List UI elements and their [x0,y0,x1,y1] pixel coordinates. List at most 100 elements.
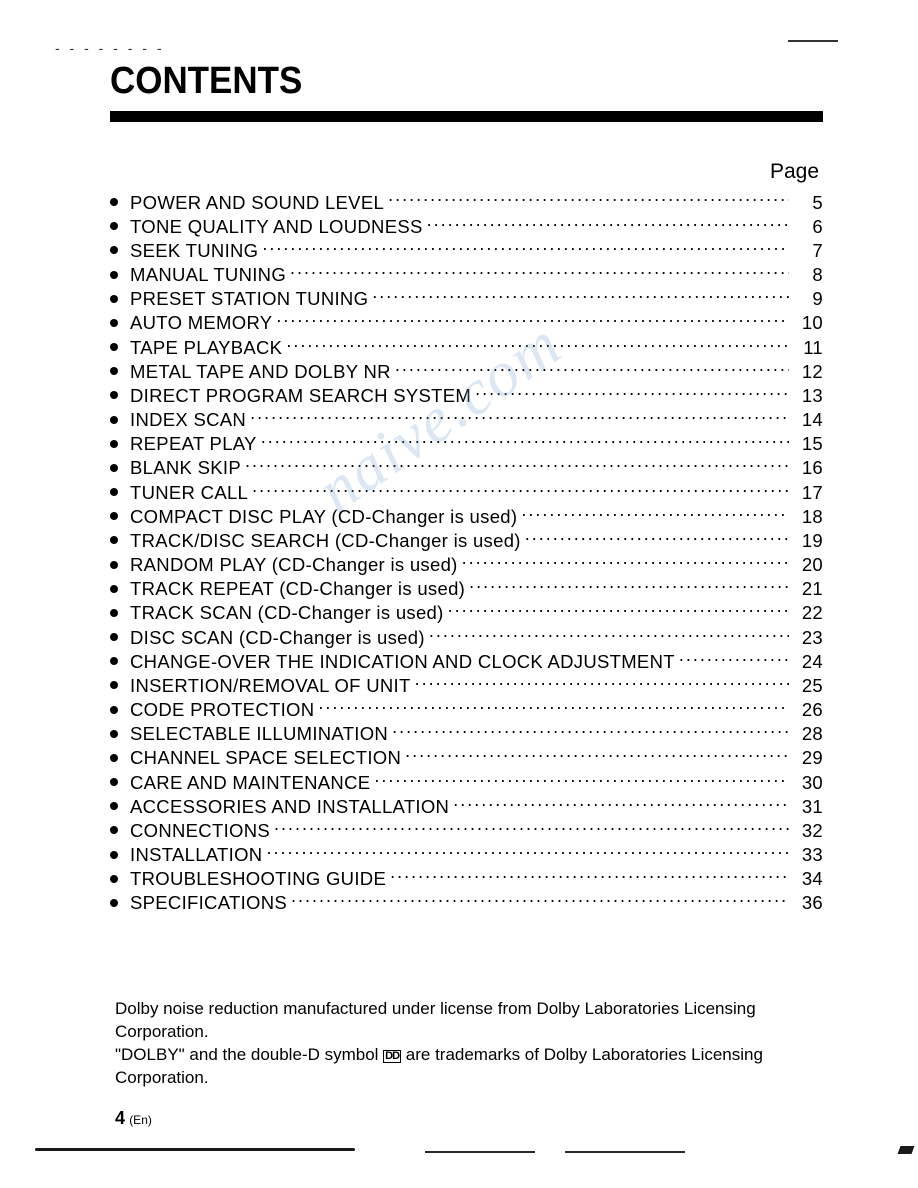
bullet-icon [110,802,118,810]
page-language: (En) [129,1113,152,1127]
dot-leader [266,843,789,862]
toc-entry-page: 9 [795,287,823,311]
page-title: CONTENTS [110,60,766,103]
toc-entry-page: 11 [795,336,823,360]
dot-leader [276,311,789,330]
toc-entry-page: 21 [795,577,823,601]
toc-entry-title: TUNER CALL [130,481,248,505]
toc-entry-title: CONNECTIONS [130,819,270,843]
toc-entry-page: 12 [795,360,823,384]
toc-entry-title: ACCESSORIES AND INSTALLATION [130,795,449,819]
toc-entry-page: 28 [795,722,823,746]
toc-entry-page: 23 [795,626,823,650]
toc-entry: MANUAL TUNING8 [110,263,823,287]
dot-leader [250,408,789,427]
dot-leader [318,698,789,717]
dot-leader [448,601,789,620]
toc-entry-page: 8 [795,263,823,287]
title-rule [110,111,823,122]
toc-entry-page: 30 [795,771,823,795]
dot-leader [374,770,789,789]
toc-entry-title: TRACK/DISC SEARCH (CD-Changer is used) [130,529,521,553]
toc-entry-page: 5 [795,191,823,215]
toc-entry-page: 14 [795,408,823,432]
dot-leader [274,818,789,837]
toc-entry-title: BLANK SKIP [130,456,241,480]
toc-entry-page: 25 [795,674,823,698]
toc-entry-page: 22 [795,601,823,625]
bullet-icon [110,899,118,907]
bullet-icon [110,222,118,230]
bullet-icon [110,440,118,448]
toc-entry-title: TONE QUALITY AND LOUDNESS [130,215,423,239]
toc-entry-page: 24 [795,650,823,674]
toc-entry: ACCESSORIES AND INSTALLATION31 [110,794,823,818]
toc-entry: TRACK REPEAT (CD-Changer is used) 21 [110,577,823,601]
toc-entry: CODE PROTECTION 26 [110,698,823,722]
dot-leader [245,456,789,475]
toc-entry-page: 13 [795,384,823,408]
dot-leader [469,577,789,596]
bullet-icon [110,730,118,738]
page-footer: 4 (En) [115,1108,152,1129]
toc-entry: SELECTABLE ILLUMINATION28 [110,722,823,746]
toc-entry-page: 36 [795,891,823,915]
footnote: Dolby noise reduction manufactured under… [115,998,828,1090]
toc-entry: RANDOM PLAY (CD-Changer is used)20 [110,553,823,577]
toc-entry-page: 15 [795,432,823,456]
dot-leader [475,383,789,402]
column-header-page: Page [110,160,823,184]
dot-leader [262,238,789,257]
toc-entry-title: INSTALLATION [130,843,262,867]
bullet-icon [110,367,118,375]
toc-entry: DIRECT PROGRAM SEARCH SYSTEM 13 [110,383,823,407]
dot-leader [286,335,789,354]
toc-entry-title: REPEAT PLAY [130,432,257,456]
bullet-icon [110,657,118,665]
toc-entry-title: METAL TAPE AND DOLBY NR [130,360,391,384]
toc-entry: TRACK/DISC SEARCH (CD-Changer is used)19 [110,528,823,552]
dot-leader [392,722,789,741]
bullet-icon [110,319,118,327]
scan-artifact-dashes: - - - - - - - - [55,40,165,56]
toc-entry: INDEX SCAN14 [110,408,823,432]
bullet-icon [110,464,118,472]
bullet-icon [110,681,118,689]
toc-entry-title: CARE AND MAINTENANCE [130,771,370,795]
toc-entry: REPEAT PLAY 15 [110,432,823,456]
toc-entry-title: TAPE PLAYBACK [130,336,282,360]
toc-entry-title: DISC SCAN (CD-Changer is used) [130,626,425,650]
bullet-icon [110,512,118,520]
bullet-icon [110,585,118,593]
bullet-icon [110,295,118,303]
bullet-icon [110,778,118,786]
dot-leader [462,553,789,572]
toc-entry-title: CODE PROTECTION [130,698,314,722]
toc-entry: AUTO MEMORY 10 [110,311,823,335]
toc-entry: CARE AND MAINTENANCE 30 [110,770,823,794]
toc-entry: INSTALLATION 33 [110,843,823,867]
bullet-icon [110,271,118,279]
dot-leader [521,504,789,523]
toc-entry-title: SPECIFICATIONS [130,891,287,915]
dot-leader [390,867,789,886]
toc-entry-page: 10 [795,311,823,335]
bullet-icon [110,875,118,883]
footnote-line-2: "DOLBY" and the double-D symbol DD are t… [115,1044,828,1090]
dot-leader [372,287,789,306]
toc-entry-title: PRESET STATION TUNING [130,287,368,311]
bullet-icon [110,246,118,254]
toc-entry: POWER AND SOUND LEVEL5 [110,190,823,214]
toc-entry-page: 16 [795,456,823,480]
dot-leader [453,794,789,813]
bullet-icon [110,609,118,617]
toc-entry-page: 33 [795,843,823,867]
toc-entry: CHANNEL SPACE SELECTION29 [110,746,823,770]
toc-entry-page: 26 [795,698,823,722]
bullet-icon [110,706,118,714]
toc-entry-page: 18 [795,505,823,529]
toc-entry-title: TRACK REPEAT (CD-Changer is used) [130,577,465,601]
toc-entry-title: DIRECT PROGRAM SEARCH SYSTEM [130,384,471,408]
dot-leader [415,673,789,692]
toc-entry-title: AUTO MEMORY [130,311,272,335]
